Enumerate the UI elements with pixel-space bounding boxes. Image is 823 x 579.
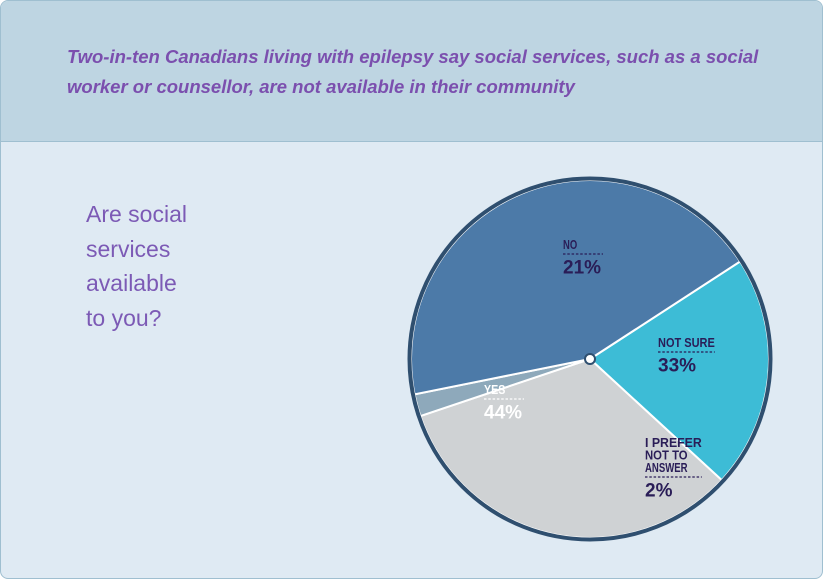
slice-percent-label: 21%	[563, 258, 601, 279]
slice-label-group: NOT SURE 33%	[658, 336, 715, 377]
pie-rim	[407, 176, 773, 542]
question-text: Are social services available to you?	[86, 197, 256, 335]
slice-percent-label: 2%	[645, 481, 673, 502]
pie-center-dot	[584, 353, 596, 365]
pie-slices	[410, 179, 770, 539]
slice-percent-label: 44%	[484, 403, 522, 424]
question-line: Are social	[86, 201, 187, 227]
header-title: Two-in-ten Canadians living with epileps…	[67, 46, 759, 97]
slice-name-label: ANSWER	[645, 461, 688, 475]
slice-name-label: I PREFER	[645, 436, 702, 450]
slice-name-label: NOT TO	[645, 449, 688, 463]
slice-name-label: NO	[563, 238, 577, 252]
header-banner: Two-in-ten Canadians living with epileps…	[1, 1, 822, 142]
slice-percent-label: 33%	[658, 356, 696, 377]
slice-label-group: NO 21%	[563, 238, 603, 279]
slice-label-group: YES 44%	[484, 383, 524, 424]
slice-name-label: YES	[484, 383, 505, 397]
question-line: services	[86, 235, 171, 262]
question-line: to you?	[86, 304, 162, 331]
question-line: available	[86, 270, 177, 296]
slice-name-label: NOT SURE	[658, 336, 715, 350]
